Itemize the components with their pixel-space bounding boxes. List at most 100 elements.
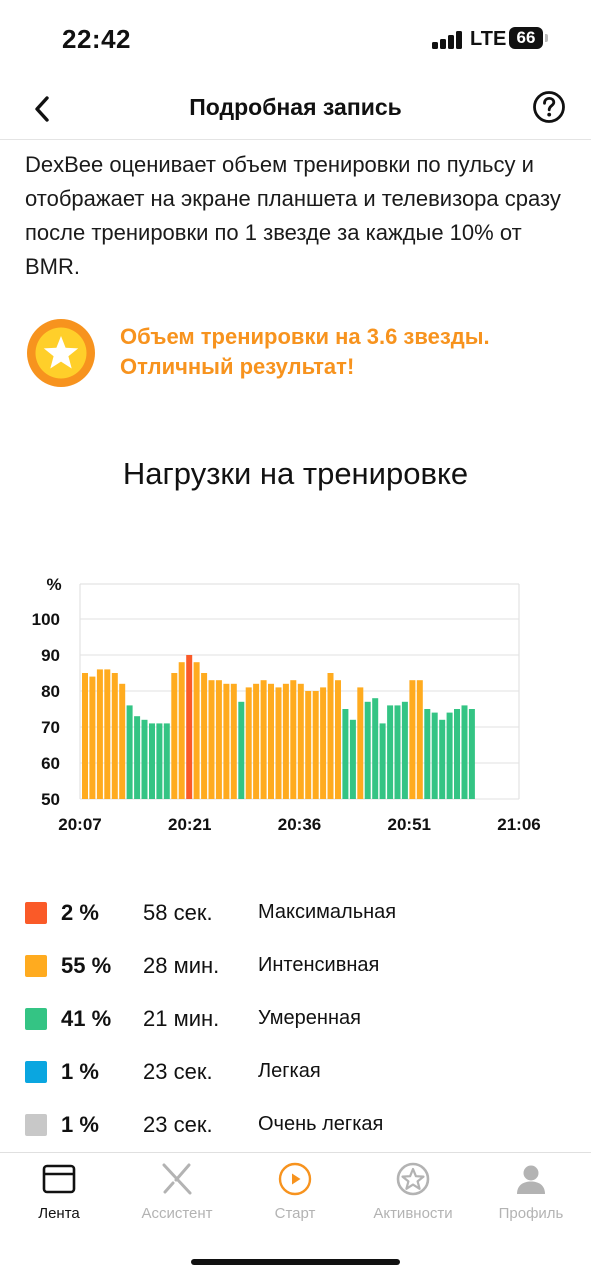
chart-bar bbox=[335, 680, 341, 799]
chart-bar bbox=[156, 723, 163, 799]
chart-bar bbox=[364, 701, 371, 799]
legend-percent: 2 % bbox=[61, 900, 99, 925]
x-tick-label: 20:21 bbox=[168, 815, 211, 834]
tab-feed[interactable]: Лента bbox=[0, 1153, 118, 1233]
chevron-left-icon bbox=[35, 96, 49, 122]
chart-bar bbox=[215, 680, 222, 799]
chart-bar bbox=[96, 669, 103, 799]
chart-bar bbox=[409, 680, 416, 799]
page-title: Подробная запись bbox=[189, 94, 402, 120]
chart-bar bbox=[268, 683, 274, 799]
legend-duration: 28 мин. bbox=[143, 953, 220, 978]
chart-bar bbox=[401, 701, 408, 799]
home-indicator bbox=[191, 1259, 400, 1265]
legend-zone-name: Легкая bbox=[258, 1060, 321, 1082]
tab-start[interactable]: Старт bbox=[236, 1153, 354, 1233]
chart-bar bbox=[171, 673, 178, 799]
chart-bar bbox=[238, 701, 245, 799]
y-tick-label: 70 bbox=[41, 718, 60, 737]
legend-percent: 55 % bbox=[61, 953, 112, 978]
feed-card-icon bbox=[42, 1164, 76, 1194]
chart-bar bbox=[245, 687, 252, 799]
chart-bar bbox=[134, 716, 141, 799]
chart-bar bbox=[82, 673, 88, 799]
chart-bar bbox=[201, 673, 208, 799]
x-tick-label: 21:06 bbox=[497, 815, 540, 834]
chart-bar bbox=[305, 691, 312, 799]
chart-bar bbox=[149, 723, 155, 799]
y-tick-label: 50 bbox=[41, 790, 60, 809]
legend-zone-name: Интенсивная bbox=[258, 954, 380, 976]
legend-duration: 23 сек. bbox=[143, 1112, 213, 1137]
chart-bar bbox=[461, 705, 468, 799]
chart-bar bbox=[230, 683, 237, 799]
legend-row-intense: 55 % 28 мин. Интенсивная bbox=[25, 940, 565, 980]
y-axis-unit: % bbox=[46, 575, 61, 594]
tab-profile-label: Профиль bbox=[498, 1205, 564, 1222]
chart-bar bbox=[178, 662, 185, 799]
tab-feed-label: Лента bbox=[38, 1205, 80, 1222]
legend-swatch-light bbox=[25, 1061, 47, 1083]
y-tick-label: 60 bbox=[41, 754, 60, 773]
signal-icon bbox=[432, 31, 466, 49]
chart-bar bbox=[379, 723, 386, 799]
result-text: Объем тренировки на 3.6 звезды. Отличный… bbox=[120, 322, 490, 382]
chart-bar bbox=[253, 683, 260, 799]
chart-bar bbox=[394, 705, 401, 799]
tab-profile[interactable]: Профиль bbox=[472, 1153, 590, 1233]
battery-icon: 66 bbox=[509, 27, 543, 49]
battery-level: 66 bbox=[516, 28, 536, 47]
chart-bar bbox=[312, 691, 319, 799]
chart-bar bbox=[223, 683, 230, 799]
chart-bar bbox=[111, 673, 118, 799]
chart-bar bbox=[141, 719, 148, 799]
legend-zone-name: Умеренная bbox=[258, 1007, 361, 1029]
chart-bar bbox=[431, 712, 438, 799]
chart-bar bbox=[297, 683, 304, 799]
legend-swatch-moderate bbox=[25, 1008, 47, 1030]
chart-bar bbox=[163, 723, 170, 799]
network-type: LTE bbox=[470, 28, 507, 50]
tab-start-label: Старт bbox=[274, 1205, 316, 1222]
chart-bar bbox=[186, 655, 193, 799]
tab-assistant[interactable]: Ассистент bbox=[118, 1153, 236, 1233]
x-tick-label: 20:36 bbox=[278, 815, 321, 834]
back-button[interactable] bbox=[28, 92, 58, 126]
battery-tip bbox=[545, 34, 548, 42]
crossed-lines-icon bbox=[162, 1163, 192, 1195]
chart-bar bbox=[275, 687, 282, 799]
legend-row-light: 1 % 23 сек. Легкая bbox=[25, 1046, 565, 1086]
chart-bar bbox=[468, 709, 475, 799]
y-tick-label: 90 bbox=[41, 646, 60, 665]
chart-bar bbox=[446, 712, 453, 799]
y-tick-label: 100 bbox=[32, 610, 60, 629]
legend-zone-name: Очень легкая bbox=[258, 1113, 384, 1135]
legend-duration: 23 сек. bbox=[143, 1059, 213, 1084]
y-tick-label: 80 bbox=[41, 682, 60, 701]
navigation-bar: Подробная запись bbox=[0, 80, 591, 140]
chart-bar bbox=[416, 680, 423, 799]
legend-percent: 41 % bbox=[61, 1006, 112, 1031]
legend-swatch-max bbox=[25, 902, 47, 924]
chart-bar bbox=[320, 687, 327, 799]
chart-title: Нагрузки на тренировке bbox=[122, 456, 469, 491]
legend-row-very-light: 1 % 23 сек. Очень легкая bbox=[25, 1099, 565, 1139]
star-badge-icon bbox=[25, 317, 97, 389]
chart-bar bbox=[126, 705, 133, 799]
chart-bar bbox=[290, 680, 297, 799]
chart-bar bbox=[349, 719, 356, 799]
result-line-2: Отличный результат! bbox=[120, 354, 355, 379]
chart-bar bbox=[387, 705, 394, 799]
tab-activities[interactable]: Активности bbox=[354, 1153, 472, 1233]
result-line-1: Объем тренировки на 3.6 звезды. bbox=[120, 324, 490, 349]
chart-bar bbox=[119, 683, 126, 799]
chart-bar bbox=[439, 719, 446, 799]
chart-bar bbox=[342, 709, 349, 799]
chart-bar bbox=[208, 680, 215, 799]
chart-bar bbox=[282, 683, 289, 799]
help-button[interactable] bbox=[532, 90, 566, 124]
chart-bar bbox=[193, 662, 200, 799]
person-icon bbox=[517, 1165, 545, 1194]
legend-row-moderate: 41 % 21 мин. Умеренная bbox=[25, 993, 565, 1033]
chart-bar bbox=[424, 709, 431, 799]
